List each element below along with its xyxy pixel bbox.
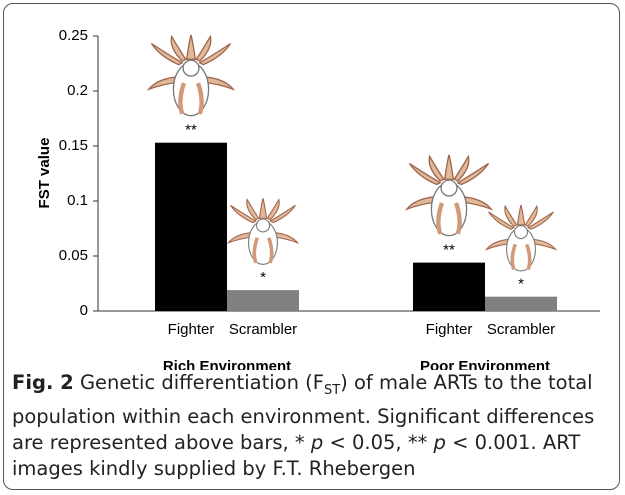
mite-image: [149, 35, 233, 116]
caption-text: Genetic differentiation (F: [80, 371, 324, 394]
caption: Fig. 2 Genetic differentiation (FST) of …: [12, 370, 612, 482]
caption-text: < 0.05, **: [323, 431, 433, 454]
y-tick-label: 0.1: [67, 192, 88, 209]
bar: [227, 290, 299, 311]
bar: [485, 297, 557, 311]
mite-image: [486, 205, 555, 271]
bar: [155, 143, 227, 311]
significance-label: *: [260, 269, 266, 286]
y-axis-label: FST value: [36, 138, 53, 209]
caption-text: Fig. 2: [12, 371, 74, 394]
y-tick-label: 0.15: [59, 137, 88, 154]
caption-text: p: [434, 431, 446, 454]
x-tick-label: Fighter: [168, 321, 215, 338]
y-tick-label: 0: [80, 302, 88, 319]
caption-text: ST: [324, 383, 340, 398]
page: FST value 0 0.05 0.1 0.15 0.2 0.25 Rich Enviro…: [0, 0, 625, 495]
bar: [413, 263, 485, 311]
significance-label: **: [443, 242, 455, 259]
group-label: Poor Environment: [420, 358, 550, 370]
x-tick-label: Fighter: [426, 321, 473, 338]
chart: FST value 0 0.05 0.1 0.15 0.2 0.25 Rich Enviro…: [0, 0, 625, 370]
x-tick-label: Scrambler: [229, 321, 297, 338]
y-tick-label: 0.05: [59, 247, 88, 264]
caption-text: p: [311, 431, 323, 454]
significance-label: **: [185, 122, 197, 139]
y-tick-label: 0.25: [59, 27, 88, 44]
mite-image: [407, 155, 491, 236]
x-tick-label: Scrambler: [487, 321, 555, 338]
mite-image: [228, 198, 297, 264]
significance-label: *: [518, 276, 524, 293]
group-label: Rich Environment: [163, 358, 291, 370]
y-tick-label: 0.2: [67, 82, 88, 99]
